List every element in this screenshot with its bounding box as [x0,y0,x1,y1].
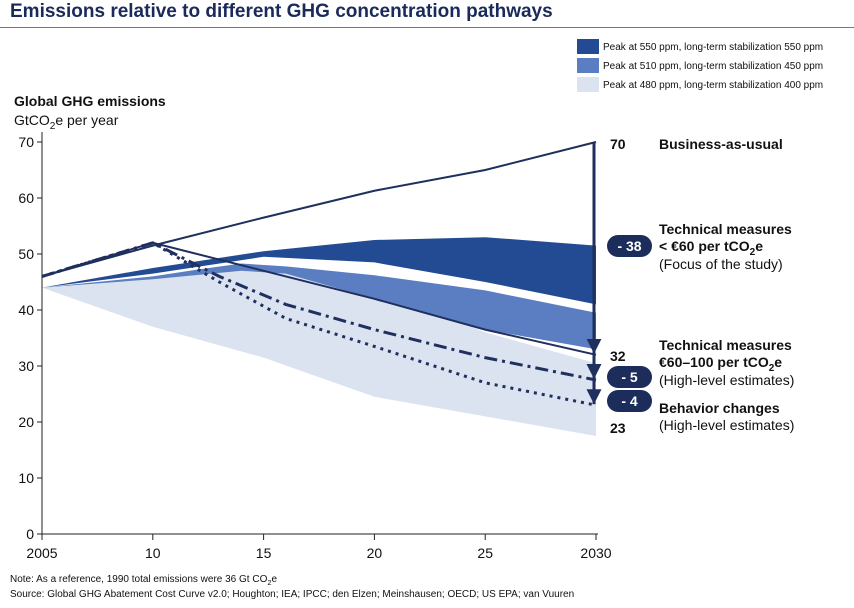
legend-swatch [577,77,599,92]
reduction-badge-technical-60-100-shape [607,366,652,388]
y-axis-title: Global GHG emissions [14,93,166,109]
band-400ppm [42,265,596,436]
annotation-technical-below-60-line: < €60 per tCO2e [659,238,763,258]
legend-label: Peak at 480 ppm, long-term stabilization… [603,80,823,91]
band-450ppm [42,263,596,350]
annotation-technical-below-60-line-text: < €60 per tCO [659,238,750,254]
y-tick-label: 50 [18,246,34,262]
page-title: Emissions relative to different GHG conc… [10,1,553,22]
x-tick-label: 20 [367,545,383,561]
note-pre: Note: As a reference, 1990 total emissio… [10,574,268,585]
annotation-technical-below-60-line-text-end: e [755,238,763,254]
x-tick-label: 10 [145,545,161,561]
annotation-behavior-changes-line-text: (High-level estimates) [659,417,794,433]
reduction-badge-technical-60-100: - 5 [621,369,638,385]
note-sub: 2 [267,578,272,587]
y-axis-unit-text-end: e per year [55,112,118,128]
annotation-technical-below-60-line-text: (Focus of the study) [659,256,783,272]
annotation-business-as-usual-line-text: Business-as-usual [659,136,783,152]
y-tick-label: 70 [18,134,34,150]
annotation-technical-below-60-line-subscript: 2 [750,247,756,258]
legend-swatch [577,39,599,54]
reduction-badge-behavior-shape [607,390,652,412]
annotation-technical-60-100-line-text: (High-level estimates) [659,372,794,388]
y-tick-label: 30 [18,358,34,374]
end-value-business-as-usual: 70 [610,136,626,152]
annotation-business-as-usual-line: Business-as-usual [659,136,783,152]
reduction-badge-technical-below-60: - 38 [617,238,641,254]
end-value-technical-measures: 32 [610,348,626,364]
legend-label: Peak at 550 ppm, long-term stabilization… [603,42,823,53]
annotation-technical-below-60-line: (Focus of the study) [659,256,783,272]
end-value-behavior-changes: 23 [610,420,626,436]
y-tick-label: 10 [18,470,34,486]
annotation-technical-60-100-line: (High-level estimates) [659,372,794,388]
y-tick-label: 40 [18,302,34,318]
y-tick-label: 60 [18,190,34,206]
title-divider [0,27,854,28]
annotation-behavior-changes-line-text: Behavior changes [659,400,780,416]
legend-label: Peak at 510 ppm, long-term stabilization… [603,61,823,72]
y-axis-unit-subscript: 2 [50,121,56,132]
x-tick-label: 25 [477,545,493,561]
annotation-technical-60-100-line-text-end: e [774,354,782,370]
line-business-as-usual [41,141,597,278]
x-tick-label: 2030 [580,545,611,561]
legend-swatch [577,58,599,73]
x-tick-label: 15 [256,545,272,561]
x-tick-label: 2005 [26,545,57,561]
reduction-badge-behavior: - 4 [621,393,638,409]
annotation-technical-60-100-line: Technical measures [659,337,792,353]
annotation-technical-60-100-line-text: €60–100 per tCO [659,354,769,370]
annotation-technical-60-100-line-text: Technical measures [659,337,792,353]
y-tick-label: 20 [18,414,34,430]
y-axis-unit-text: GtCO [14,112,50,128]
annotation-technical-below-60-line: Technical measures [659,221,792,237]
reduction-badge-technical-below-60-shape [607,235,652,257]
annotation-technical-below-60-line-text: Technical measures [659,221,792,237]
band-550ppm [42,237,596,305]
y-tick-label: 0 [26,526,34,542]
note-post: e [271,574,278,585]
annotation-behavior-changes-line: Behavior changes [659,400,780,416]
footnote: Note: As a reference, 1990 total emissio… [10,574,278,587]
y-axis-unit: GtCO2e per year [14,112,119,132]
annotation-technical-60-100-line: €60–100 per tCO2e [659,354,782,374]
source-line: Source: Global GHG Abatement Cost Curve … [10,589,575,600]
annotation-technical-60-100-line-subscript: 2 [769,363,775,374]
line-technical-measures-60-100 [41,241,597,382]
annotation-behavior-changes-line: (High-level estimates) [659,417,794,433]
